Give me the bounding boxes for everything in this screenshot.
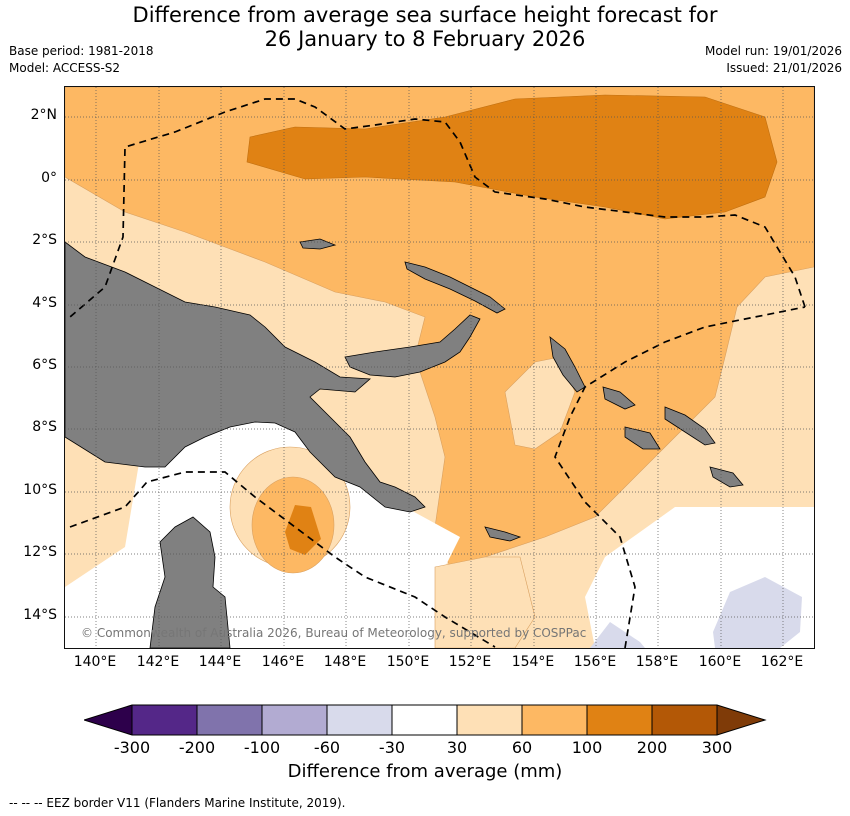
land-louisiade	[484, 526, 522, 542]
land-australia	[149, 516, 231, 648]
contour-neg-30-60-east	[713, 577, 802, 648]
lon-label-148e: 148°E	[323, 654, 367, 670]
issued-date: Issued: 21/01/2026	[726, 61, 842, 75]
colorbar-swatch	[652, 705, 717, 735]
title-line-2: 26 January to 8 February 2026	[264, 27, 586, 51]
lat-label-2n: 2°N	[30, 107, 57, 123]
colorbar-label: 200	[636, 738, 668, 757]
info-left: Base period: 1981-2018 Model: ACCESS-S2	[9, 43, 154, 77]
lat-label-6s: 6°S	[32, 357, 57, 373]
colorbar-label: -60	[313, 738, 341, 757]
lat-label-0: 0°	[41, 170, 57, 186]
land-new-ireland	[404, 261, 506, 314]
lon-label-150e: 150°E	[386, 654, 430, 670]
contour-30-60-tongue	[504, 356, 576, 450]
model-run: Model run: 19/01/2026	[704, 44, 842, 58]
colorbar-swatch	[457, 705, 522, 735]
copyright-notice: © Commonwealth of Australia 2026, Bureau…	[81, 626, 587, 640]
lon-label-142e: 142°E	[136, 654, 180, 670]
model-name: Model: ACCESS-S2	[9, 61, 121, 75]
colorbar-extend-low	[84, 705, 132, 735]
colorbar-label: -300	[113, 738, 151, 757]
eez-border	[69, 98, 806, 648]
colorbar-label: 100	[571, 738, 603, 757]
land-bougainville	[549, 336, 586, 393]
land-solomons-4	[709, 466, 744, 488]
colorbar-label: 60	[511, 738, 533, 757]
info-right: Model run: 19/01/2026 Issued: 21/01/2026	[705, 43, 842, 77]
colorbar-swatch	[327, 705, 392, 735]
lon-label-144e: 144°E	[198, 654, 242, 670]
eez-legend: -- -- -- EEZ border V11 (Flanders Marine…	[9, 796, 346, 810]
colorbar-swatch	[587, 705, 652, 735]
colorbar-label: -100	[243, 738, 281, 757]
colorbar-swatch	[262, 705, 327, 735]
contour-30-60-south	[434, 556, 536, 648]
base-period: Base period: 1981-2018	[9, 44, 154, 58]
colorbar-label: -30	[378, 738, 406, 757]
contour-100-200-blob	[285, 505, 321, 555]
colorbar-label: 30	[446, 738, 468, 757]
lat-label-12s: 12°S	[23, 544, 57, 560]
lon-label-160e: 160°E	[698, 654, 742, 670]
lat-label-4s: 4°S	[32, 295, 57, 311]
colorbar	[84, 704, 767, 736]
lat-label-10s: 10°S	[23, 482, 57, 498]
graticule	[65, 87, 814, 648]
land-solomons-2	[664, 406, 716, 446]
lon-label-158e: 158°E	[635, 654, 679, 670]
lon-label-152e: 152°E	[448, 654, 492, 670]
land-new-britain	[344, 314, 481, 378]
land-new-guinea	[65, 241, 426, 513]
lon-label-140e: 140°E	[73, 654, 117, 670]
lon-label-146e: 146°E	[261, 654, 305, 670]
contour-100-200	[246, 94, 778, 220]
colorbar-extend-high	[717, 705, 765, 735]
lon-label-156e: 156°E	[573, 654, 617, 670]
colorbar-swatch	[197, 705, 262, 735]
sea-height-map	[64, 86, 815, 649]
colorbar-swatch	[132, 705, 197, 735]
map-title: Difference from average sea surface heig…	[0, 3, 850, 51]
map-canvas	[65, 87, 814, 648]
lat-label-8s: 8°S	[32, 419, 57, 435]
colorbar-title: Difference from average (mm)	[287, 761, 563, 782]
lat-label-2s: 2°S	[32, 232, 57, 248]
land-manus	[299, 238, 337, 250]
contour-neg-30-60-south	[590, 622, 645, 648]
lat-label-14s: 14°S	[23, 607, 57, 623]
colorbar-swatch	[522, 705, 587, 735]
land-solomons-1	[602, 386, 636, 410]
lon-label-154e: 154°E	[511, 654, 555, 670]
colorbar-label: 300	[701, 738, 733, 757]
land-solomons-3	[624, 426, 661, 450]
title-line-1: Difference from average sea surface heig…	[132, 3, 718, 27]
colorbar-label: -200	[178, 738, 216, 757]
lon-label-162e: 162°E	[760, 654, 804, 670]
colorbar-swatch	[392, 705, 457, 735]
